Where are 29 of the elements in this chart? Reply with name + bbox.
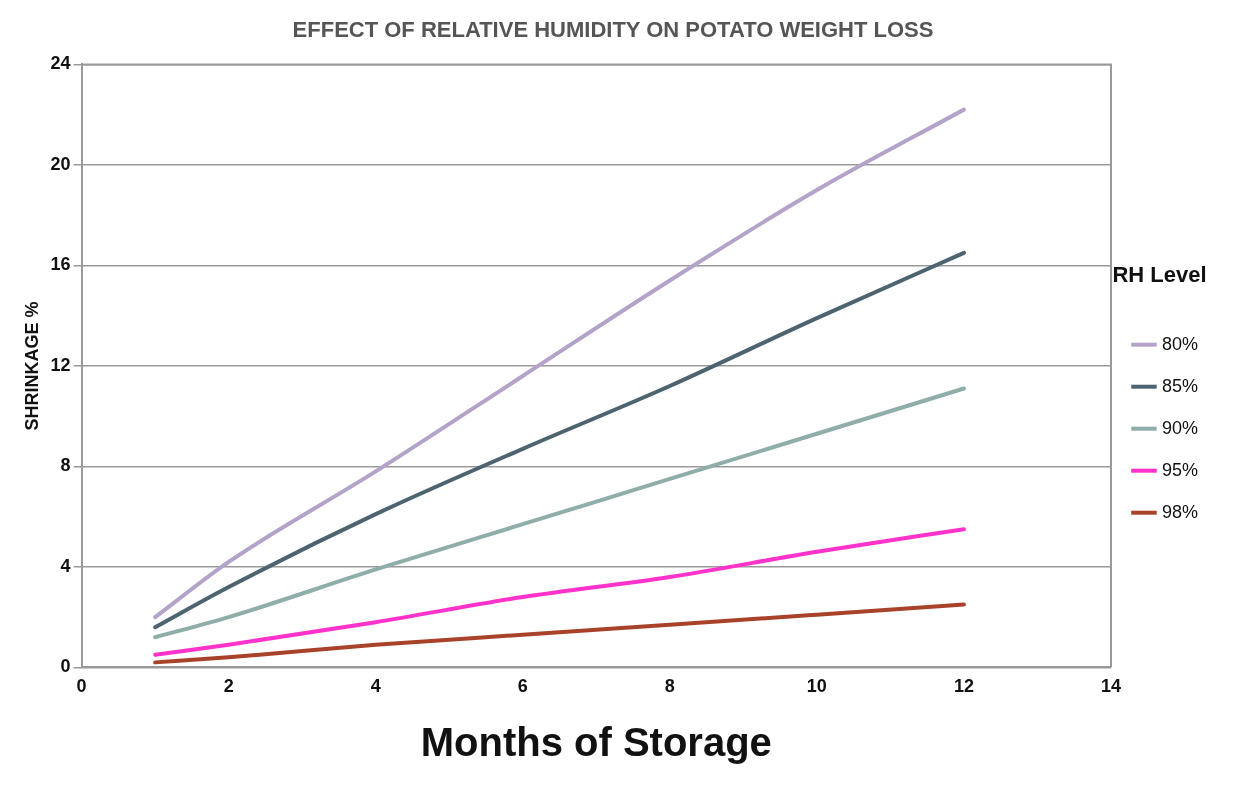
legend-title: RH Level xyxy=(1112,262,1207,288)
line-series xyxy=(153,527,966,657)
legend-label: 85% xyxy=(1161,375,1198,396)
legend-label: 95% xyxy=(1161,459,1198,480)
y-tick-label: 8 xyxy=(60,455,71,476)
legend-label: 98% xyxy=(1161,501,1198,522)
x-axis-title: Months of Storage xyxy=(420,720,772,765)
line-series xyxy=(153,602,966,665)
x-tick-label: 10 xyxy=(806,676,827,697)
y-tick-label: 4 xyxy=(60,555,71,576)
x-tick-label: 14 xyxy=(1100,676,1121,697)
y-tick-label: 20 xyxy=(50,153,71,174)
line-series xyxy=(153,250,966,630)
chart-title: EFFECT OF RELATIVE HUMIDITY ON POTATO WEIGHT LOSS xyxy=(292,17,934,43)
legend-label: 90% xyxy=(1161,417,1198,438)
legend-label: 80% xyxy=(1161,333,1198,354)
line-series xyxy=(153,386,966,640)
x-tick-label: 12 xyxy=(953,676,974,697)
x-tick-label: 4 xyxy=(370,676,381,697)
y-tick-label: 0 xyxy=(60,656,71,677)
x-tick-label: 2 xyxy=(223,676,234,697)
x-tick-label: 8 xyxy=(664,676,675,697)
y-tick-label: 16 xyxy=(50,254,71,275)
x-tick-label: 0 xyxy=(76,676,87,697)
y-axis-title: SHRINKAGE % xyxy=(21,301,42,431)
y-tick-label: 24 xyxy=(50,53,71,74)
x-tick-label: 6 xyxy=(517,676,528,697)
line-series xyxy=(153,107,966,620)
y-tick-label: 12 xyxy=(50,354,71,375)
